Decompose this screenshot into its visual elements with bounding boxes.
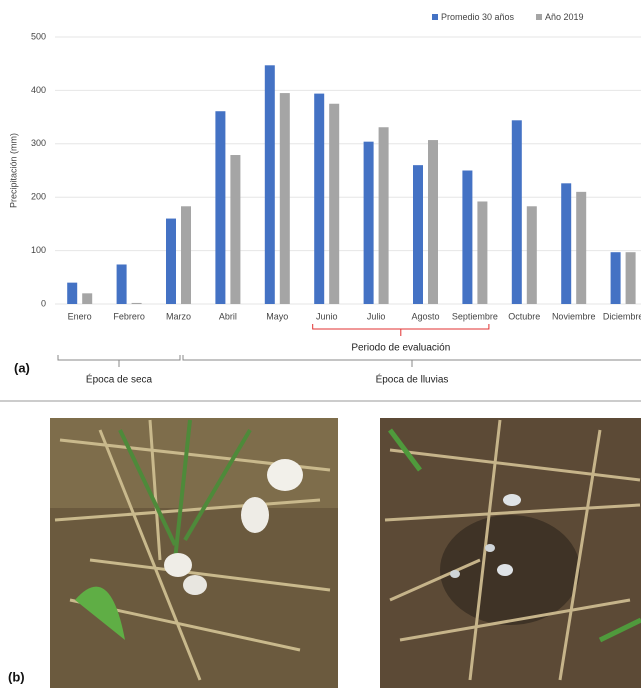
bar — [117, 264, 127, 304]
y-tick-label: 500 — [31, 31, 46, 41]
bar — [379, 127, 389, 304]
legend-label: Año 2019 — [545, 12, 584, 22]
bar — [215, 111, 225, 304]
y-axis-label: Precipitación (mm) — [8, 133, 18, 208]
annotation: Época de lluvias — [376, 373, 449, 386]
bracket — [313, 324, 489, 336]
bar — [265, 65, 275, 304]
x-tick-label: Enero — [68, 311, 92, 321]
legend-swatch — [536, 14, 542, 20]
y-tick-label: 0 — [41, 298, 46, 308]
photo-left — [50, 418, 338, 688]
bracket — [58, 355, 180, 367]
bracket — [183, 355, 641, 367]
bar — [314, 94, 324, 304]
bar — [512, 120, 522, 304]
x-tick-label: Diciembre — [603, 311, 641, 321]
bar — [166, 219, 176, 304]
bar — [280, 93, 290, 304]
x-tick-label: Julio — [367, 311, 386, 321]
x-tick-label: Noviembre — [552, 311, 596, 321]
bar — [230, 155, 240, 304]
x-tick-label: Febrero — [113, 311, 145, 321]
bar — [626, 252, 636, 304]
y-tick-label: 200 — [31, 192, 46, 202]
bar — [413, 165, 423, 304]
x-tick-label: Agosto — [411, 311, 439, 321]
bar — [561, 183, 571, 304]
bar — [527, 206, 537, 304]
legend-label: Promedio 30 años — [441, 12, 515, 22]
bar — [329, 104, 339, 304]
legend-swatch — [432, 14, 438, 20]
bar — [132, 303, 142, 304]
y-tick-label: 100 — [31, 245, 46, 255]
y-tick-label: 300 — [31, 138, 46, 148]
bar — [181, 206, 191, 304]
bar — [477, 201, 487, 304]
figure: (a) (b) 0 100 200 300 400 500 Precipitación (m… — [0, 0, 641, 688]
x-tick-label: Mayo — [266, 311, 288, 321]
bar — [82, 293, 92, 304]
bar — [576, 192, 586, 304]
y-tick-label: 400 — [31, 85, 46, 95]
bar — [67, 283, 77, 304]
bar — [611, 252, 621, 304]
bar — [428, 140, 438, 304]
x-tick-label: Abril — [219, 311, 237, 321]
panel-label: (a) — [14, 360, 30, 375]
photo-right — [380, 418, 641, 688]
bar — [364, 142, 374, 304]
bar — [462, 171, 472, 305]
x-tick-label: Marzo — [166, 311, 191, 321]
annotation: Periodo de evaluación — [351, 343, 450, 354]
x-tick-label: Junio — [316, 311, 338, 321]
panel-label: (b) — [8, 669, 25, 684]
x-tick-label: Septiembre — [452, 311, 498, 321]
annotation: Época de seca — [86, 373, 153, 386]
x-tick-label: Octubre — [508, 311, 540, 321]
